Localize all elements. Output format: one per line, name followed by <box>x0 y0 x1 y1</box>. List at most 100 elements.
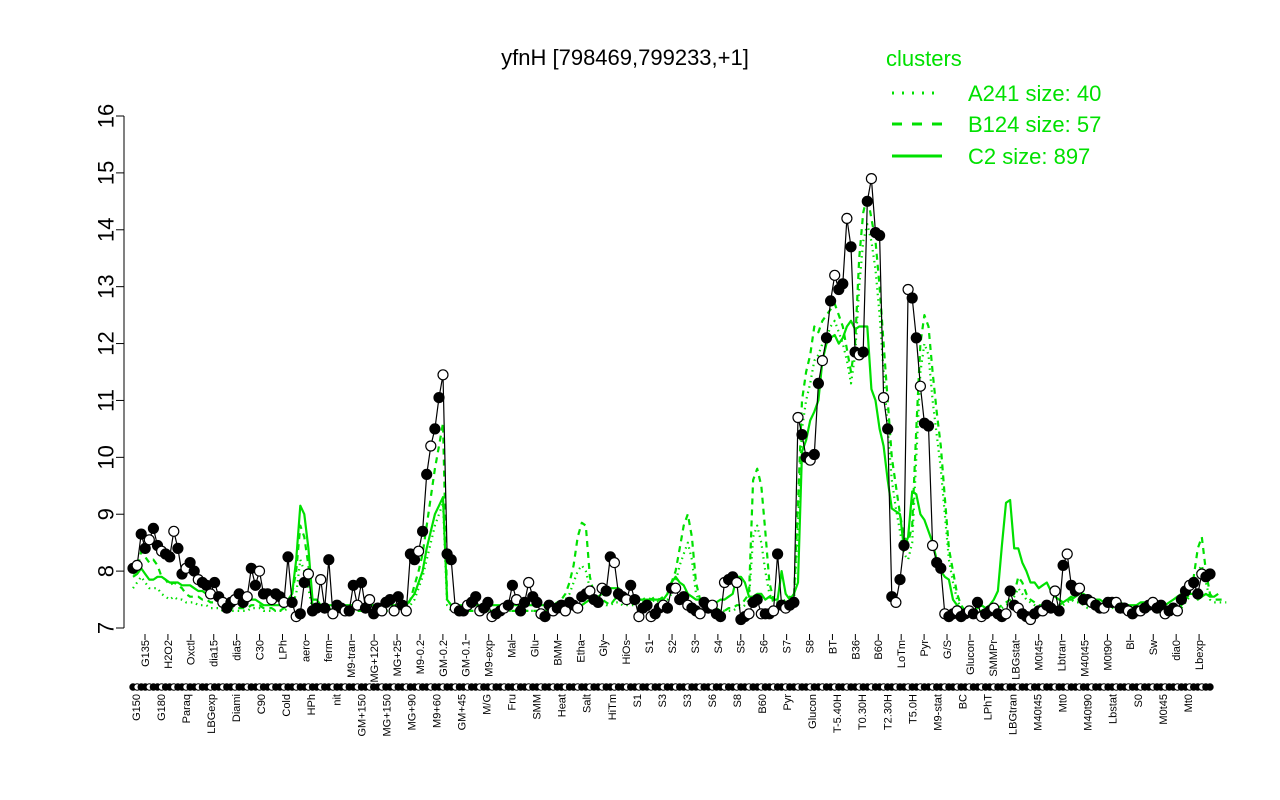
x-tick-label: Mt0 <box>1058 694 1070 712</box>
data-point <box>523 576 535 589</box>
x-tick-label: aero <box>300 640 312 662</box>
x-tick-label: M9-0.2 <box>415 640 427 674</box>
data-point <box>625 579 637 591</box>
y-tick-label: 11 <box>94 389 119 412</box>
data-point <box>1171 605 1184 617</box>
x-tick-label: B60 <box>873 640 885 660</box>
data-point <box>669 582 682 594</box>
data-point <box>922 420 935 432</box>
x-tick-label: SMMPr <box>988 640 1000 677</box>
x-tick-label: M0t45 <box>1158 694 1170 725</box>
x-tick-label: M/G <box>482 694 494 715</box>
x-tick-label: Glucon <box>965 640 977 675</box>
data-point <box>771 548 784 560</box>
x-tick-label: Pyr <box>782 694 794 711</box>
data-point <box>433 392 445 404</box>
data-point <box>343 605 355 617</box>
x-tick-label: Mal <box>506 640 518 658</box>
x-tick-label: Lbtran <box>1056 640 1068 671</box>
x-tick-label: C30 <box>254 640 266 660</box>
x-tick-label: S3 <box>690 640 702 653</box>
data-point <box>845 241 857 253</box>
data-point <box>1188 576 1200 589</box>
data-point <box>209 576 221 589</box>
data-point <box>413 545 425 557</box>
data-point <box>820 332 833 344</box>
data-point <box>429 423 441 435</box>
data-point <box>482 596 494 609</box>
x-tick-label: S3 <box>682 694 694 707</box>
data-point <box>873 229 886 242</box>
x-tick-label: S2 <box>667 640 679 653</box>
x-tick-label: dia15 <box>209 640 221 667</box>
x-tick-label: M9-exp <box>484 640 496 677</box>
data-point <box>894 573 906 586</box>
data-point <box>470 591 482 603</box>
x-tick-label: M40t90 <box>1083 694 1095 731</box>
data-point <box>935 562 947 574</box>
x-tick-label: T-5.40H <box>832 694 844 733</box>
data-point <box>890 596 902 609</box>
data-point <box>694 608 706 620</box>
x-tick-label: S4 <box>713 640 725 653</box>
x-tick-label: Salt <box>582 694 594 713</box>
data-point <box>641 599 653 611</box>
x-tick-label: GM-0.1 <box>461 640 473 677</box>
x-tick-label: G/S <box>942 640 954 659</box>
data-point <box>837 278 849 290</box>
x-tick-label: Gly <box>598 640 610 657</box>
x-tick-label: Pyr <box>919 640 931 657</box>
x-tick-label: LoTm <box>896 640 908 668</box>
legend-label-a241: A241 size: 40 <box>968 81 1101 106</box>
data-point <box>731 576 743 589</box>
data-point <box>751 593 763 606</box>
legend: clusters A241 size: 40 B124 size: 57 C2 … <box>886 46 1101 169</box>
x-tick-label: MG+90 <box>406 694 418 730</box>
data-point <box>502 599 514 611</box>
data-point <box>425 440 437 452</box>
x-tick-label: dia0 <box>1171 640 1183 661</box>
data-point <box>506 579 519 591</box>
data-point <box>572 602 584 614</box>
x-tick-label: MG+120 <box>369 640 381 683</box>
data-point <box>906 292 918 304</box>
series-line-solid <box>132 319 1219 615</box>
x-tick-label: C90 <box>256 694 268 714</box>
x-tick-label: S8 <box>804 640 816 653</box>
data-point <box>714 610 727 623</box>
data-point <box>824 295 837 307</box>
x-tick-label: MG+25 <box>392 640 404 676</box>
data-point <box>661 602 674 614</box>
x-tick-label: S8 <box>732 694 744 707</box>
data-point <box>898 539 910 552</box>
data-point <box>608 556 621 569</box>
data-point <box>355 576 368 589</box>
x-tick-label: BC <box>957 694 969 709</box>
x-tick-label: T0.30H <box>857 694 869 730</box>
data-point <box>1204 568 1216 580</box>
x-tick-label: SMM <box>532 694 544 720</box>
data-point <box>861 195 873 207</box>
x-tick-label: Glucon <box>807 694 819 729</box>
data-point <box>417 525 429 537</box>
data-point <box>388 605 400 617</box>
x-tick-label: Bl <box>1125 640 1137 650</box>
chart-title: yfnH [798469,799233,+1] <box>501 45 749 70</box>
x-tick-label: Heat <box>557 694 569 717</box>
data-point <box>1049 585 1061 597</box>
x-tick-label: M0t90 <box>1102 640 1114 671</box>
x-tick-label: dia5 <box>232 640 244 661</box>
data-point <box>592 596 604 609</box>
data-point <box>164 551 176 563</box>
x-tick-label: S1 <box>644 640 656 653</box>
x-axis-rug <box>129 683 1214 691</box>
x-tick-label: M9+60 <box>431 694 443 728</box>
x-tick-label: S5 <box>736 640 748 653</box>
data-point <box>1000 608 1012 620</box>
data-point <box>877 392 890 404</box>
data-point <box>1053 605 1065 617</box>
x-tick-label: M40t45 <box>1079 640 1091 677</box>
data-point <box>865 173 878 185</box>
x-tick-label: S7 <box>781 640 793 653</box>
